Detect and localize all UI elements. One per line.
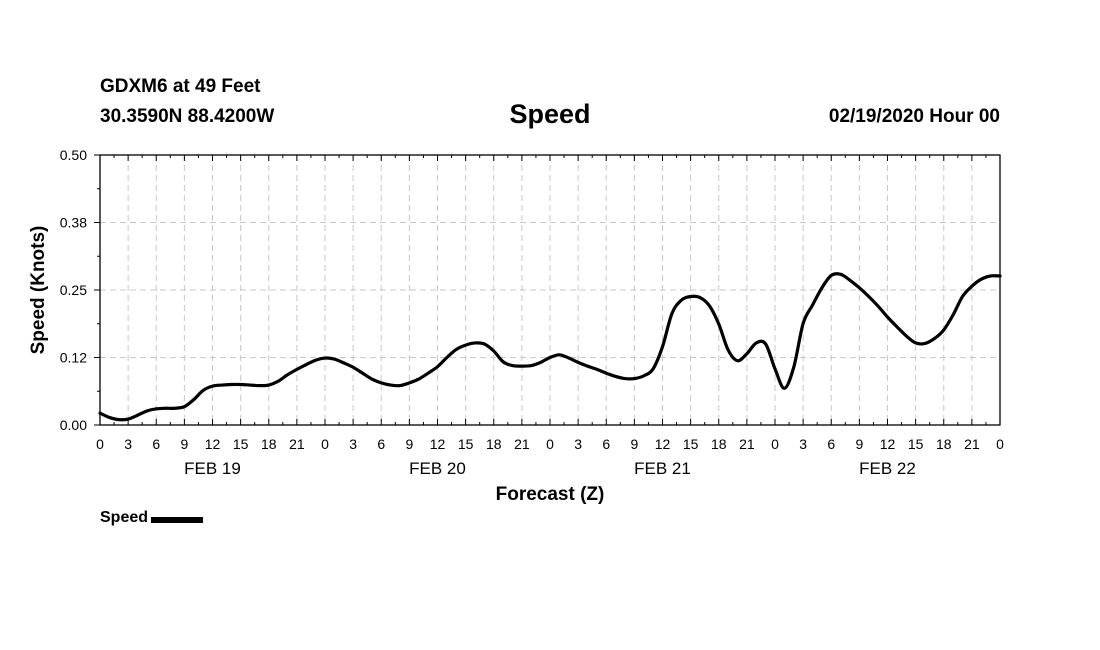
day-label: FEB 22 [859,459,916,478]
y-axis-title: Speed (Knots) [28,226,49,355]
y-tick-label: 0.25 [60,282,87,298]
y-tick-label: 0.00 [60,417,87,433]
x-tick-label: 6 [602,436,610,452]
series-layer [98,272,1002,422]
x-axis-title: Forecast (Z) [496,484,605,505]
x-tick-label: 21 [514,436,530,452]
x-tick-label: 0 [321,436,329,452]
x-tick-label: 21 [739,436,755,452]
x-tick-label: 6 [152,436,160,452]
x-tick-label: 0 [96,436,104,452]
forecast-time: 02/19/2020 Hour 00 [828,106,1000,127]
legend-line-swatch [151,516,204,523]
x-tick-label: 3 [574,436,582,452]
x-tick-label: 18 [711,436,727,452]
x-tick-label: 12 [430,436,446,452]
x-tick-label: 18 [486,436,502,452]
x-tick-label: 6 [827,436,835,452]
x-tick-label: 3 [124,436,132,452]
speed-series-line [98,272,1002,422]
grid-layer [100,155,1000,425]
x-tick-label: 0 [771,436,779,452]
x-tick-label: 0 [546,436,554,452]
x-tick-label: 9 [405,436,413,452]
x-tick-label: 3 [799,436,807,452]
station-name: GDXM6 at 49 Feet [100,76,261,97]
day-label: FEB 20 [409,459,466,478]
legend-label: Speed [100,509,149,526]
x-tick-label: 12 [655,436,671,452]
x-tick-label: 21 [964,436,980,452]
x-tick-label: 18 [261,436,277,452]
y-tick-label: 0.50 [60,147,87,163]
y-tick-label: 0.38 [60,215,87,231]
station-coordinates: 30.3590N 88.4200W [100,106,275,127]
day-label: FEB 21 [634,459,691,478]
x-tick-label: 6 [377,436,385,452]
x-tick-label: 12 [880,436,896,452]
x-tick-label: 9 [630,436,638,452]
x-tick-label: 15 [908,436,924,452]
x-tick-label: 18 [936,436,952,452]
x-tick-label: 12 [205,436,221,452]
x-tick-label: 15 [233,436,249,452]
plot-frame [99,154,1001,426]
x-tick-label: 15 [683,436,699,452]
chart-title: Speed [509,99,591,129]
day-label: FEB 19 [184,459,241,478]
x-tick-label: 3 [349,436,357,452]
axis-layer: 0 3 6 9 12 15 18 21 0 3 6 9 12 15 18 21 0 3 6 9 12 15 18 21 0 3 6 9… [28,147,1004,505]
x-tick-label: 15 [458,436,474,452]
x-tick-label: 21 [289,436,305,452]
x-tick-label: 9 [855,436,863,452]
y-tick-label: 0.12 [60,350,87,366]
legend: Speed [100,509,204,527]
x-tick-label: 9 [180,436,188,452]
x-tick-label: 0 [996,436,1004,452]
